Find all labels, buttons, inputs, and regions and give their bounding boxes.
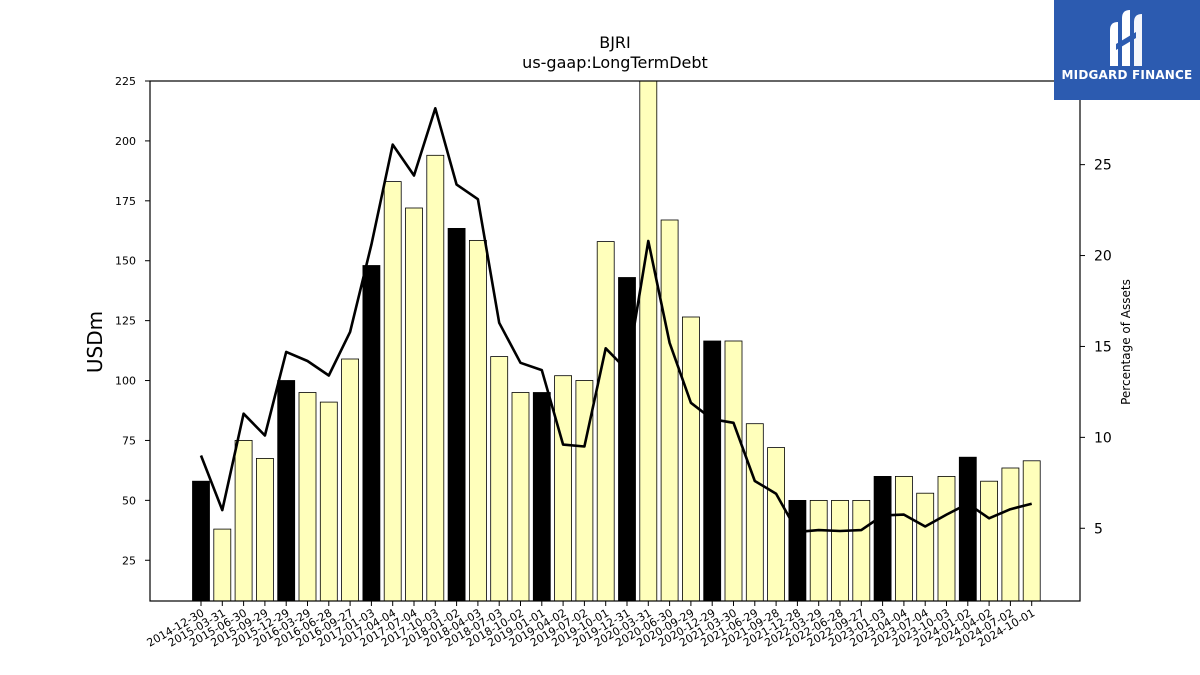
bar [596, 241, 615, 602]
y-tick-label: 50 [122, 494, 136, 507]
bar [447, 227, 466, 602]
y2-axis-label: Percentage of Assets [1119, 279, 1133, 405]
bar [703, 340, 722, 602]
bar [682, 316, 700, 602]
brand-logo: MIDGARD FINANCE [1054, 0, 1200, 100]
axes-group [149, 80, 1081, 602]
bar [639, 80, 658, 602]
bar [873, 475, 892, 602]
bar [724, 340, 743, 602]
bar [1022, 460, 1041, 602]
bar [809, 499, 828, 602]
bar [426, 154, 445, 602]
y2-tick-label: 20 [1094, 249, 1112, 265]
bar [255, 457, 274, 602]
line-group [199, 107, 1033, 534]
bar [234, 439, 253, 602]
bar [362, 265, 381, 602]
y-tick-label: 225 [115, 75, 136, 88]
y2-tick-label: 25 [1094, 158, 1112, 174]
chart-title: BJRI [599, 33, 631, 52]
bar [831, 499, 849, 602]
bar [468, 239, 487, 602]
bar [916, 492, 935, 602]
bar [767, 447, 785, 602]
bar [298, 392, 317, 602]
y-tick-label: 100 [115, 375, 136, 388]
bar [554, 375, 572, 602]
y-tick-label: 200 [115, 135, 136, 148]
bar [490, 356, 509, 602]
bar [383, 181, 402, 602]
y2-tick-label: 5 [1094, 521, 1103, 537]
bar [660, 219, 679, 602]
bar [405, 207, 423, 602]
y-tick-label: 125 [115, 315, 136, 328]
bar [319, 401, 338, 602]
bar [852, 499, 871, 602]
bar [511, 392, 530, 602]
bar [895, 475, 913, 602]
bar [980, 480, 998, 602]
bar [213, 528, 232, 602]
bar [192, 480, 210, 602]
logo-mark-icon [1110, 10, 1142, 66]
ticks-group: 2550751001251501752002255101520252014-12… [115, 75, 1112, 650]
y-axis-label: USDm [83, 311, 107, 373]
logo-text: MIDGARD FINANCE [1061, 68, 1193, 82]
y-tick-label: 150 [115, 255, 136, 268]
bar [277, 380, 296, 602]
bar [937, 475, 956, 602]
bar [532, 392, 551, 602]
y2-tick-label: 10 [1094, 430, 1112, 446]
y2-tick-label: 15 [1094, 339, 1112, 355]
chart-subtitle: us-gaap:LongTermDebt [522, 53, 708, 72]
bar [788, 499, 807, 602]
bar [618, 277, 636, 602]
bar [745, 423, 764, 602]
plot-frame [149, 80, 1081, 602]
bar [1001, 467, 1020, 602]
y-tick-label: 75 [122, 434, 136, 447]
y-tick-label: 175 [115, 195, 136, 208]
y-tick-label: 25 [122, 554, 136, 567]
bar [341, 358, 360, 602]
bars-group [192, 80, 1041, 602]
series-line [199, 107, 1033, 534]
bar [958, 456, 977, 602]
